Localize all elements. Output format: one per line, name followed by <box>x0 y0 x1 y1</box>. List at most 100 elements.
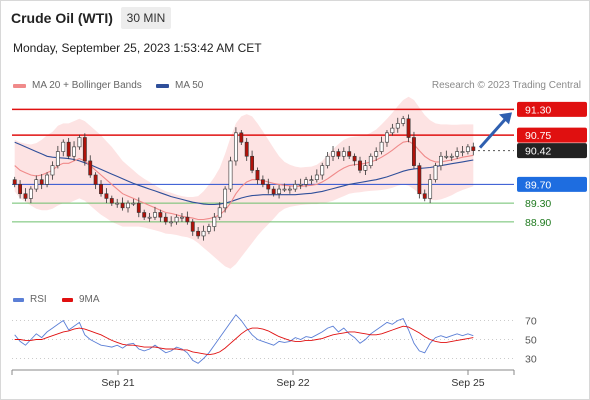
candle-up <box>174 216 179 223</box>
candle-down <box>99 184 103 195</box>
candle-up <box>131 202 136 205</box>
forecast-arrow-head <box>499 112 512 125</box>
candle-down <box>120 202 125 209</box>
bollinger-band-fill <box>14 96 474 269</box>
candle-down <box>196 230 201 237</box>
level-box-90.42 <box>517 143 587 159</box>
candle-down <box>471 146 476 151</box>
candle-down <box>266 184 271 190</box>
x-tick-label: Sep 21 <box>101 377 134 389</box>
candle-down <box>412 137 416 166</box>
candle-down <box>417 165 422 195</box>
candle-up <box>28 188 33 199</box>
candle-up <box>433 165 438 180</box>
candle-up <box>444 155 449 158</box>
x-tick-label: Sep 22 <box>276 377 309 389</box>
legend-ma20: MA 20 + Bollinger Bands <box>13 80 142 91</box>
candle-up <box>368 155 373 166</box>
rsi-tick-30: 30 <box>525 354 537 366</box>
candle-down <box>271 188 276 195</box>
rsi-tick-50: 50 <box>525 335 537 347</box>
rsi-ma9-line <box>14 325 474 356</box>
research-credit: Research © 2023 Trading Central <box>431 80 581 91</box>
candle-up <box>460 151 465 153</box>
rsi-label: RSI <box>30 294 47 305</box>
candle-down <box>93 174 98 185</box>
candle-down <box>260 179 265 185</box>
candle-down <box>109 198 114 204</box>
candle-down <box>406 118 411 138</box>
candle-up <box>77 137 82 148</box>
candle-up <box>293 184 298 190</box>
candle-down <box>163 216 168 223</box>
candle-down <box>136 202 141 213</box>
candle-up <box>309 179 314 181</box>
candle-up <box>115 202 120 205</box>
candle-down <box>352 155 357 162</box>
ma20-label: MA 20 + Bollinger Bands <box>32 80 142 91</box>
candle-up <box>153 212 157 218</box>
candle-up <box>304 179 308 185</box>
candle-up <box>207 226 211 232</box>
candle-down <box>12 179 17 185</box>
candle-up <box>34 179 39 190</box>
candle-up <box>401 118 406 124</box>
candle-down <box>347 151 352 157</box>
candle-down <box>190 221 195 232</box>
candle-down <box>18 184 23 195</box>
candle-down <box>250 155 255 171</box>
level-box-89.70 <box>517 176 587 192</box>
candle-up <box>212 216 217 227</box>
candle-down <box>66 141 71 157</box>
candle-down <box>185 216 190 223</box>
candle-up <box>395 123 400 129</box>
legend-9ma: 9MA <box>62 294 100 305</box>
candle-up <box>287 188 292 191</box>
candle-down <box>104 193 109 199</box>
level-box-90.75 <box>517 127 587 143</box>
candle-up <box>374 151 379 157</box>
candle-up <box>61 141 66 152</box>
candle-up <box>169 221 174 224</box>
candle-up <box>331 151 335 157</box>
candle-up <box>449 155 454 158</box>
candle-down <box>244 141 249 157</box>
candle-up <box>126 202 130 209</box>
candle-down <box>23 193 28 199</box>
candle-up <box>428 179 433 199</box>
candle-up <box>217 207 222 218</box>
ma50-label: MA 50 <box>175 80 204 91</box>
timeframe-badge[interactable]: 30 MIN <box>121 7 171 29</box>
ma9-label: 9MA <box>79 294 100 305</box>
candle-up <box>379 141 384 152</box>
candle-up <box>180 216 184 219</box>
rsi-line <box>14 314 474 364</box>
level-label-88.90: 88.90 <box>525 217 551 229</box>
candle-up <box>325 155 330 166</box>
candle-down <box>239 132 244 143</box>
candle-up <box>363 165 368 171</box>
candle-up <box>390 127 395 134</box>
level-box-91.30 <box>517 101 587 117</box>
candle-down <box>358 160 362 171</box>
x-tick-label: Sep 25 <box>451 377 484 389</box>
candle-up <box>72 146 76 157</box>
candle-down <box>158 212 163 218</box>
rsi-tick-70: 70 <box>525 316 537 328</box>
candle-up <box>298 184 303 186</box>
level-label-90.42: 90.42 <box>525 146 551 158</box>
candle-up <box>385 132 389 143</box>
candle-up <box>341 151 346 157</box>
candles-group <box>12 114 476 241</box>
candle-up <box>465 146 470 152</box>
candle-up <box>55 151 60 166</box>
legend-ma50: MA 50 <box>156 80 203 91</box>
candle-down <box>88 160 93 176</box>
candle-down <box>82 137 87 162</box>
ma50-swatch <box>156 83 169 88</box>
candle-down <box>142 212 147 218</box>
candle-down <box>422 193 427 199</box>
candle-up <box>233 132 238 162</box>
instrument-title: Crude Oil (WTI) <box>11 10 113 26</box>
